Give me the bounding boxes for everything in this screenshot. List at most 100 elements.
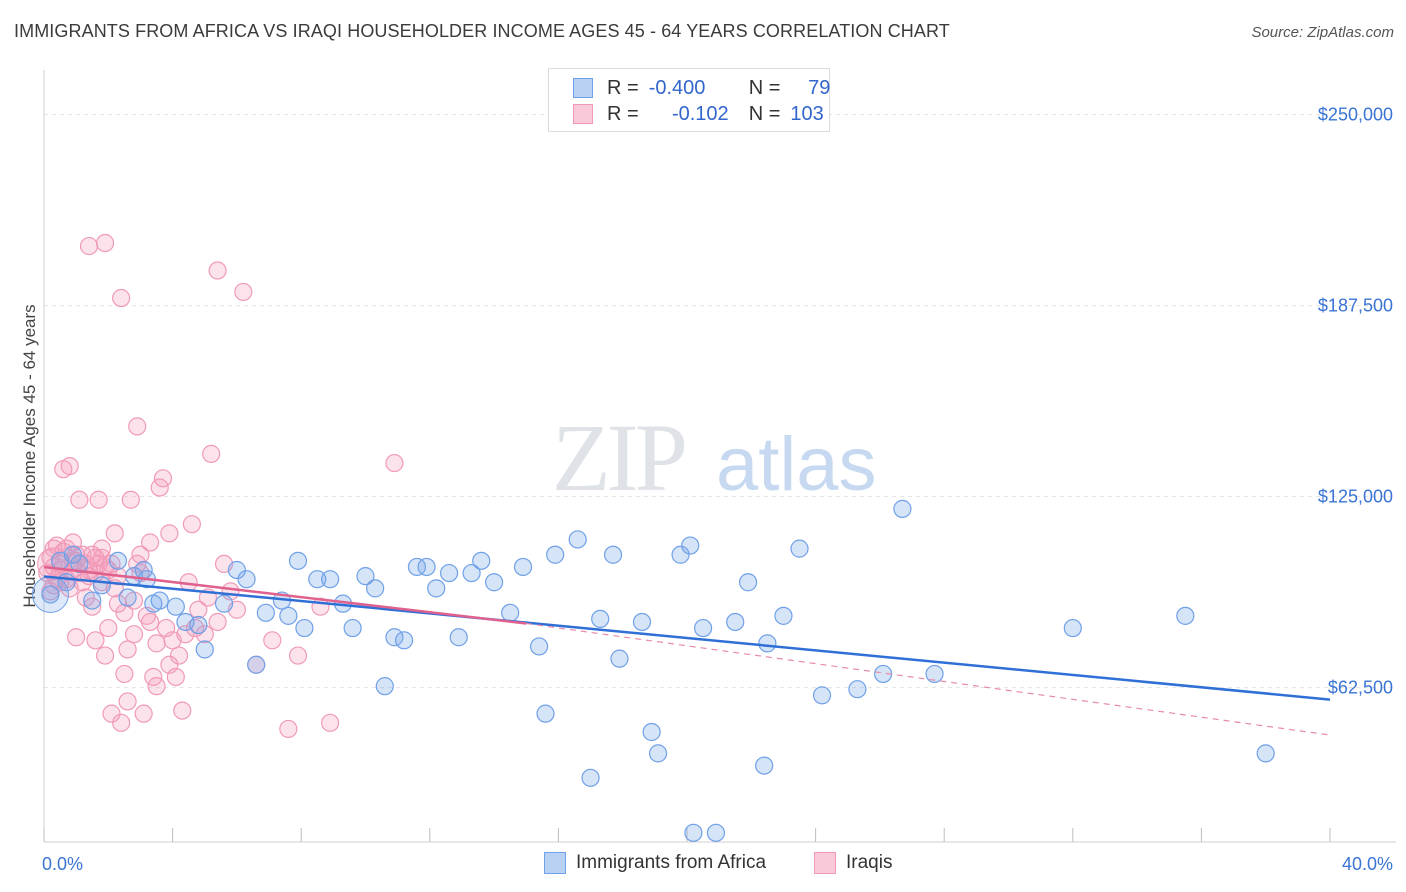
africa-point <box>1176 606 1195 625</box>
africa-point <box>513 557 533 577</box>
africa-point <box>530 637 549 656</box>
y-tick-label: $62,500 <box>1328 678 1393 698</box>
africa-point <box>63 545 83 564</box>
iraqis-point <box>118 692 137 711</box>
africa-point <box>546 545 565 564</box>
africa-point <box>375 677 394 696</box>
africa-point <box>407 557 427 577</box>
iraqis-point <box>182 515 201 534</box>
africa-point <box>706 823 726 842</box>
africa-point <box>472 551 491 570</box>
iraqis-point <box>189 600 208 619</box>
iraqis-point <box>115 664 134 684</box>
bottom-legend-iraqis: Iraqis <box>814 852 892 874</box>
africa-point <box>610 649 629 668</box>
iraqis-point <box>92 539 111 558</box>
africa-point <box>581 768 600 787</box>
africa-point <box>256 603 275 622</box>
africa-point <box>693 618 713 638</box>
africa-n-label: N = <box>748 76 781 99</box>
africa-point <box>462 563 481 583</box>
trend-lines <box>43 565 1331 736</box>
africa-point <box>812 686 832 705</box>
bottom-iraqis-swatch <box>814 852 836 874</box>
africa-point <box>684 823 703 842</box>
africa-r-label: R = <box>607 76 639 99</box>
iraqis-point <box>385 453 404 473</box>
iraqis-point <box>108 594 128 613</box>
axes <box>43 70 1396 843</box>
africa-point <box>925 664 944 684</box>
iraqis-point <box>86 548 105 567</box>
africa-point <box>738 573 758 592</box>
africa-point <box>681 536 700 555</box>
africa-point <box>774 606 793 625</box>
africa-point <box>1256 744 1275 763</box>
iraqis-point <box>83 545 102 564</box>
africa-point <box>189 615 208 635</box>
legend-row-africa: R = -0.400 N = 79 <box>573 76 830 100</box>
iraqis-point <box>95 646 115 665</box>
iraqis-point <box>321 713 340 732</box>
africa-r-value: -0.400 <box>648 76 706 99</box>
africa-point <box>1063 618 1082 638</box>
iraqis-point <box>234 282 253 302</box>
africa-point <box>568 530 587 549</box>
africa-point <box>279 606 298 625</box>
iraqis-point <box>279 719 298 739</box>
iraqis-point <box>202 444 221 463</box>
africa-point <box>343 618 362 638</box>
africa-points <box>31 499 1275 842</box>
legend-row-iraqis: R = -0.102 N = 103 <box>573 102 830 126</box>
iraqis-n-label: N = <box>748 102 781 125</box>
iraqis-point <box>128 417 147 436</box>
iraqis-point <box>83 597 102 616</box>
iraqis-point <box>288 646 308 665</box>
bottom-legend-africa: Immigrants from Africa <box>544 852 766 874</box>
africa-point <box>501 603 520 622</box>
iraqis-point <box>86 631 105 650</box>
watermark-atlas: atlas <box>716 422 877 507</box>
iraqis-point <box>160 655 179 674</box>
iraqis-point <box>115 603 134 622</box>
africa-point <box>31 575 69 613</box>
y-tick-label: $125,000 <box>1318 487 1393 507</box>
iraqis-point <box>99 618 118 638</box>
iraqis-n-value: 103 <box>790 102 824 125</box>
iraqis-point <box>134 704 153 723</box>
africa-point <box>758 634 777 653</box>
gridlines <box>44 114 1396 689</box>
africa-point <box>195 640 214 659</box>
iraqis-point <box>147 634 166 653</box>
x-tick-label: 40.0% <box>1342 854 1393 874</box>
iraqis-trend-extension <box>526 622 1331 736</box>
africa-point <box>726 612 745 632</box>
y-tick-label: $187,500 <box>1318 296 1393 316</box>
iraqis-point <box>186 618 205 638</box>
x-tick-label: 0.0% <box>42 854 83 874</box>
africa-point <box>92 576 111 595</box>
africa-point <box>449 628 468 647</box>
iraqis-point <box>208 612 227 632</box>
africa-point <box>671 545 690 564</box>
iraqis-point <box>173 701 192 720</box>
iraqis-point <box>79 236 99 256</box>
iraqis-point <box>169 646 189 665</box>
stats-legend: R = -0.400 N = 79 R = -0.102 N = 103 <box>548 68 830 132</box>
africa-point <box>427 579 446 598</box>
iraqis-point <box>121 490 140 509</box>
iraqis-point <box>112 288 131 308</box>
iraqis-point <box>263 631 282 650</box>
africa-point <box>41 585 60 604</box>
bottom-iraqis-label: Iraqis <box>846 852 893 873</box>
africa-point <box>308 570 327 589</box>
africa-point <box>591 609 610 629</box>
africa-point <box>83 591 102 610</box>
africa-point <box>642 722 661 742</box>
iraqis-point <box>124 625 144 644</box>
africa-point <box>632 612 652 632</box>
iraqis-point <box>160 524 179 543</box>
iraqis-swatch <box>573 104 593 124</box>
tick-labels: $62,500 $125,000 $187,500 $250,000 0.0% 40.0% <box>42 105 1393 874</box>
iraqis-r-label: R = <box>607 102 639 125</box>
